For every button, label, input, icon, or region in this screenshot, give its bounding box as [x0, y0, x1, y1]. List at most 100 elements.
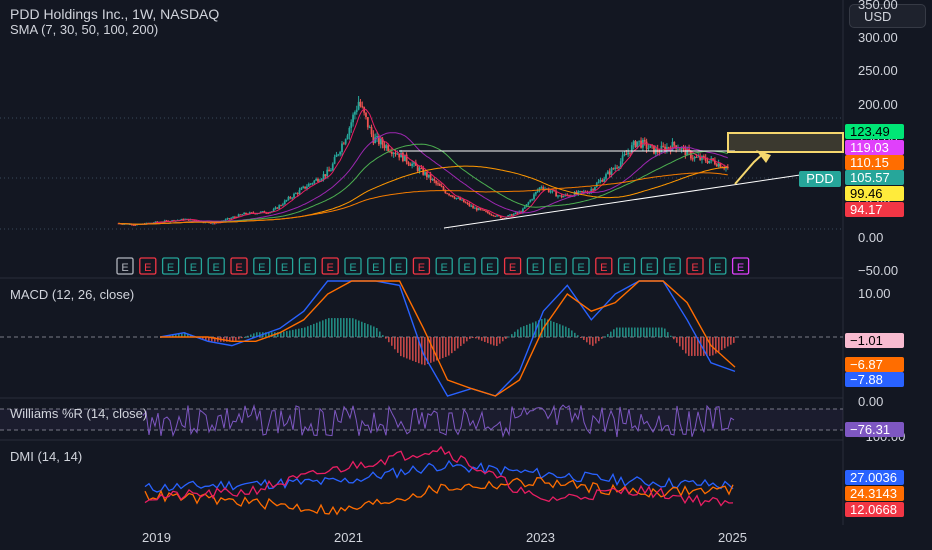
candle-body	[424, 172, 426, 175]
macd-histogram-bar	[175, 334, 177, 337]
candle-body	[298, 189, 301, 194]
macd-histogram-bar	[694, 337, 696, 356]
macd-histogram-bar	[676, 337, 678, 343]
dmi-minus-line	[144, 477, 734, 516]
macd-histogram-bar	[373, 326, 375, 337]
candle-body	[440, 185, 443, 188]
candle-body	[294, 193, 297, 195]
macd-histogram-bar	[322, 320, 324, 337]
candle-body	[636, 141, 639, 148]
candle-body	[662, 145, 665, 147]
candle-body	[132, 224, 135, 226]
candle-body	[234, 216, 236, 218]
macd-histogram-bar	[634, 327, 636, 337]
candle-body	[442, 187, 445, 191]
candle-body	[263, 211, 266, 213]
candle-body	[383, 144, 386, 149]
candle-body	[363, 107, 366, 113]
macd-histogram-bar	[733, 337, 735, 343]
candle-body	[680, 147, 683, 150]
candle-body	[414, 162, 417, 166]
earnings-marker-box	[298, 257, 317, 275]
macd-histogram-bar	[235, 337, 237, 341]
candle-body	[376, 135, 378, 138]
macd-histogram-bar	[412, 337, 414, 361]
macd-histogram-bar	[583, 337, 585, 340]
candle-body	[614, 167, 617, 170]
candle-body	[667, 147, 670, 149]
adx-line	[144, 445, 734, 507]
candle-body	[267, 212, 270, 214]
macd-histogram-bar	[511, 334, 513, 337]
candle-body	[372, 134, 375, 144]
candle-body	[634, 141, 637, 148]
macd-histogram-bar	[187, 333, 189, 337]
macd-histogram-bar	[319, 321, 321, 337]
earnings-marker: E	[190, 262, 197, 274]
macd-histogram-bar	[526, 324, 528, 337]
candle-body	[344, 139, 347, 144]
candle-body	[492, 215, 495, 217]
candle-body	[278, 205, 281, 209]
target-arrow	[734, 151, 766, 185]
candle-body	[690, 151, 692, 159]
candle-body	[542, 187, 545, 190]
macd-histogram-bar	[703, 337, 705, 356]
sma-200-line	[118, 172, 728, 225]
macd-histogram-bar	[304, 327, 306, 337]
time-axis-tick: 2019	[142, 530, 171, 545]
candle-body	[461, 199, 463, 201]
candle-body	[239, 214, 242, 216]
currency-button[interactable]: USD	[849, 4, 926, 28]
candle-body	[331, 163, 334, 171]
earnings-marker: E	[235, 262, 242, 274]
candle-body	[557, 195, 559, 197]
candle-body	[645, 141, 648, 149]
macd-histogram-bar	[265, 332, 267, 337]
candle-body	[335, 154, 338, 158]
dmi-value-label: 24.3143	[845, 486, 904, 501]
candle-body	[448, 193, 450, 196]
earnings-marker: E	[395, 262, 402, 274]
candle-body	[702, 156, 705, 158]
candle-body	[474, 207, 476, 209]
earnings-marker-box	[663, 257, 681, 275]
earnings-marker: E	[258, 262, 265, 274]
earnings-marker: E	[213, 262, 220, 274]
macd-histogram-bar	[301, 328, 303, 337]
candle-body	[555, 191, 558, 197]
candle-body	[597, 181, 600, 184]
candle-body	[592, 189, 594, 191]
macd-value-label: −7.88	[845, 372, 904, 387]
time-axis-tick: 2023	[526, 530, 555, 545]
candle-body	[581, 191, 583, 193]
williams-band-fill	[0, 409, 843, 430]
macd-histogram-bar	[604, 336, 606, 338]
candle-body	[664, 146, 666, 152]
candle-body	[274, 207, 277, 210]
candle-body	[510, 214, 513, 216]
macd-histogram-bar	[616, 327, 618, 337]
candle-body	[357, 101, 360, 110]
earnings-marker: E	[509, 262, 516, 274]
macd-histogram-bar	[445, 337, 447, 357]
earnings-marker-box	[367, 257, 385, 275]
macd-histogram-bar	[667, 332, 669, 337]
candle-body	[529, 199, 532, 203]
candle-body	[723, 167, 726, 169]
macd-histogram-bar	[502, 337, 504, 342]
candle-body	[472, 205, 474, 208]
candle-body	[618, 166, 620, 168]
candle-body	[350, 122, 353, 128]
candle-body	[579, 191, 582, 193]
macd-histogram-bar	[466, 337, 468, 342]
candle-body	[619, 161, 622, 167]
candle-body	[355, 109, 358, 113]
candle-body	[359, 101, 362, 107]
macd-histogram-bar	[250, 334, 252, 337]
candle-body	[485, 210, 487, 212]
earnings-marker-box	[503, 257, 522, 275]
price-axis-tick: 250.00	[858, 63, 898, 79]
macd-histogram-bar	[409, 337, 411, 360]
